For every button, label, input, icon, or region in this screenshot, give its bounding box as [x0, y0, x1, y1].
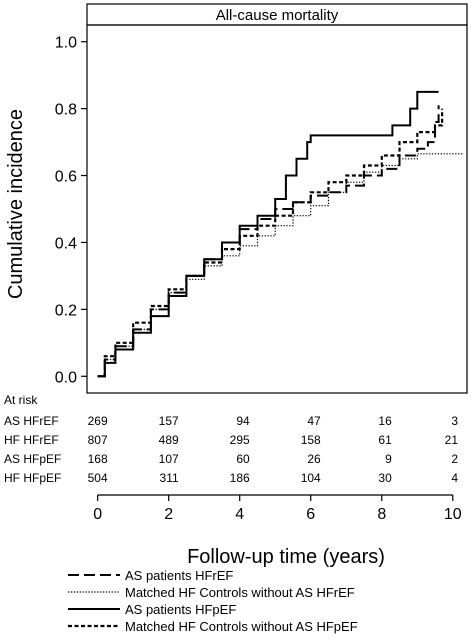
series-line [97, 153, 464, 377]
at-risk-value: 186 [230, 471, 250, 485]
x-axis: 0 2 4 6 8 10 [93, 494, 462, 523]
at-risk-value: 94 [236, 414, 250, 428]
at-risk-row-label: HF HFpEF [4, 471, 61, 485]
y-tick-label: 1.0 [55, 35, 77, 52]
at-risk-value: 807 [88, 433, 108, 447]
at-risk-row-label: AS HFrEF [4, 414, 59, 428]
at-risk-value: 9 [385, 452, 392, 466]
at-risk-value: 489 [159, 433, 179, 447]
y-tick-label: 0.0 [55, 369, 77, 386]
series-line [97, 105, 440, 378]
plot-frame [86, 24, 468, 394]
x-tick-label: 4 [235, 506, 244, 523]
at-risk-row-label: HF HFrEF [4, 433, 59, 447]
at-risk-value: 168 [88, 452, 108, 466]
at-risk-value: 295 [230, 433, 250, 447]
x-tick-label: 6 [306, 506, 315, 523]
legend-label: Matched HF Controls without AS HFpEF [125, 619, 358, 634]
legend: AS patients HFrEF Matched HF Controls wit… [68, 568, 358, 634]
at-risk-value: 60 [236, 452, 250, 466]
y-axis-label: Cumulative incidence [5, 109, 27, 299]
at-risk-value: 2 [451, 452, 458, 466]
at-risk-value: 504 [88, 471, 108, 485]
at-risk-value: 4 [451, 471, 458, 485]
series-group [97, 90, 464, 378]
legend-label: AS patients HFrEF [125, 568, 233, 583]
at-risk-value: 16 [378, 414, 392, 428]
y-tick-label: 0.8 [55, 102, 77, 119]
legend-label: AS patients HFpEF [125, 602, 236, 617]
at-risk-value: 158 [301, 433, 321, 447]
x-tick-label: 10 [444, 506, 462, 523]
at-risk-value: 30 [378, 471, 392, 485]
at-risk-value: 269 [88, 414, 108, 428]
series-line [97, 108, 444, 378]
at-risk-value: 47 [307, 414, 321, 428]
at-risk-row-label: AS HFpEF [4, 452, 61, 466]
x-axis-label: Follow-up time (years) [187, 546, 385, 568]
at-risk-value: 3 [451, 414, 458, 428]
x-tick-label: 2 [164, 506, 173, 523]
at-risk-value: 21 [445, 433, 459, 447]
at-risk-value: 104 [301, 471, 321, 485]
y-tick-label: 0.2 [55, 302, 77, 319]
y-tick-label: 0.4 [55, 235, 77, 252]
at-risk-value: 26 [307, 452, 321, 466]
at-risk-value: 107 [159, 452, 179, 466]
at-risk-table: AS HFrEF 269 157 94 47 16 3HF HFrEF 807 489 295 15… [4, 414, 458, 485]
y-tick-label: 0.6 [55, 169, 77, 186]
x-tick-label: 8 [377, 506, 386, 523]
x-tick-label: 0 [93, 506, 102, 523]
y-axis: 0.0 0.2 0.4 0.6 0.8 1.0 [55, 35, 87, 386]
at-risk-value: 61 [378, 433, 392, 447]
chart-title: All-cause mortality [216, 7, 339, 24]
series-line [97, 90, 439, 378]
legend-label: Matched HF Controls without AS HFrEF [125, 585, 355, 600]
at-risk-heading: At risk [4, 393, 38, 407]
at-risk-value: 311 [160, 471, 179, 485]
at-risk-value: 157 [159, 414, 179, 428]
